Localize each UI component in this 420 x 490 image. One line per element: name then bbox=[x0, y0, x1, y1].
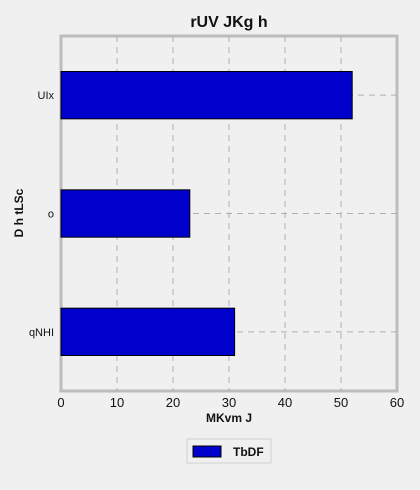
y-axis-categories: UIx o qNHI bbox=[29, 90, 55, 339]
bar-o bbox=[61, 190, 190, 237]
legend-swatch bbox=[193, 446, 221, 457]
bar-qNHI bbox=[61, 308, 235, 355]
legend: TbDF bbox=[187, 439, 271, 463]
x-tick-label: 50 bbox=[334, 395, 348, 410]
x-axis-ticks: 0 10 20 30 40 50 60 bbox=[57, 395, 404, 410]
x-axis-label: MKvm J bbox=[206, 411, 252, 425]
bar-UIx bbox=[61, 72, 352, 119]
x-tick-label: 0 bbox=[57, 395, 64, 410]
x-tick-label: 20 bbox=[166, 395, 180, 410]
x-tick-label: 30 bbox=[222, 395, 236, 410]
y-axis-label: D h tLSc bbox=[12, 188, 26, 237]
x-tick-label: 60 bbox=[390, 395, 404, 410]
legend-label: TbDF bbox=[233, 445, 264, 459]
y-category-label: o bbox=[48, 209, 54, 221]
y-category-label: UIx bbox=[38, 90, 55, 102]
x-tick-label: 40 bbox=[278, 395, 292, 410]
y-category-label: qNHI bbox=[29, 327, 54, 339]
chart-title: rUV JKg h bbox=[190, 14, 267, 31]
x-tick-label: 10 bbox=[110, 395, 124, 410]
